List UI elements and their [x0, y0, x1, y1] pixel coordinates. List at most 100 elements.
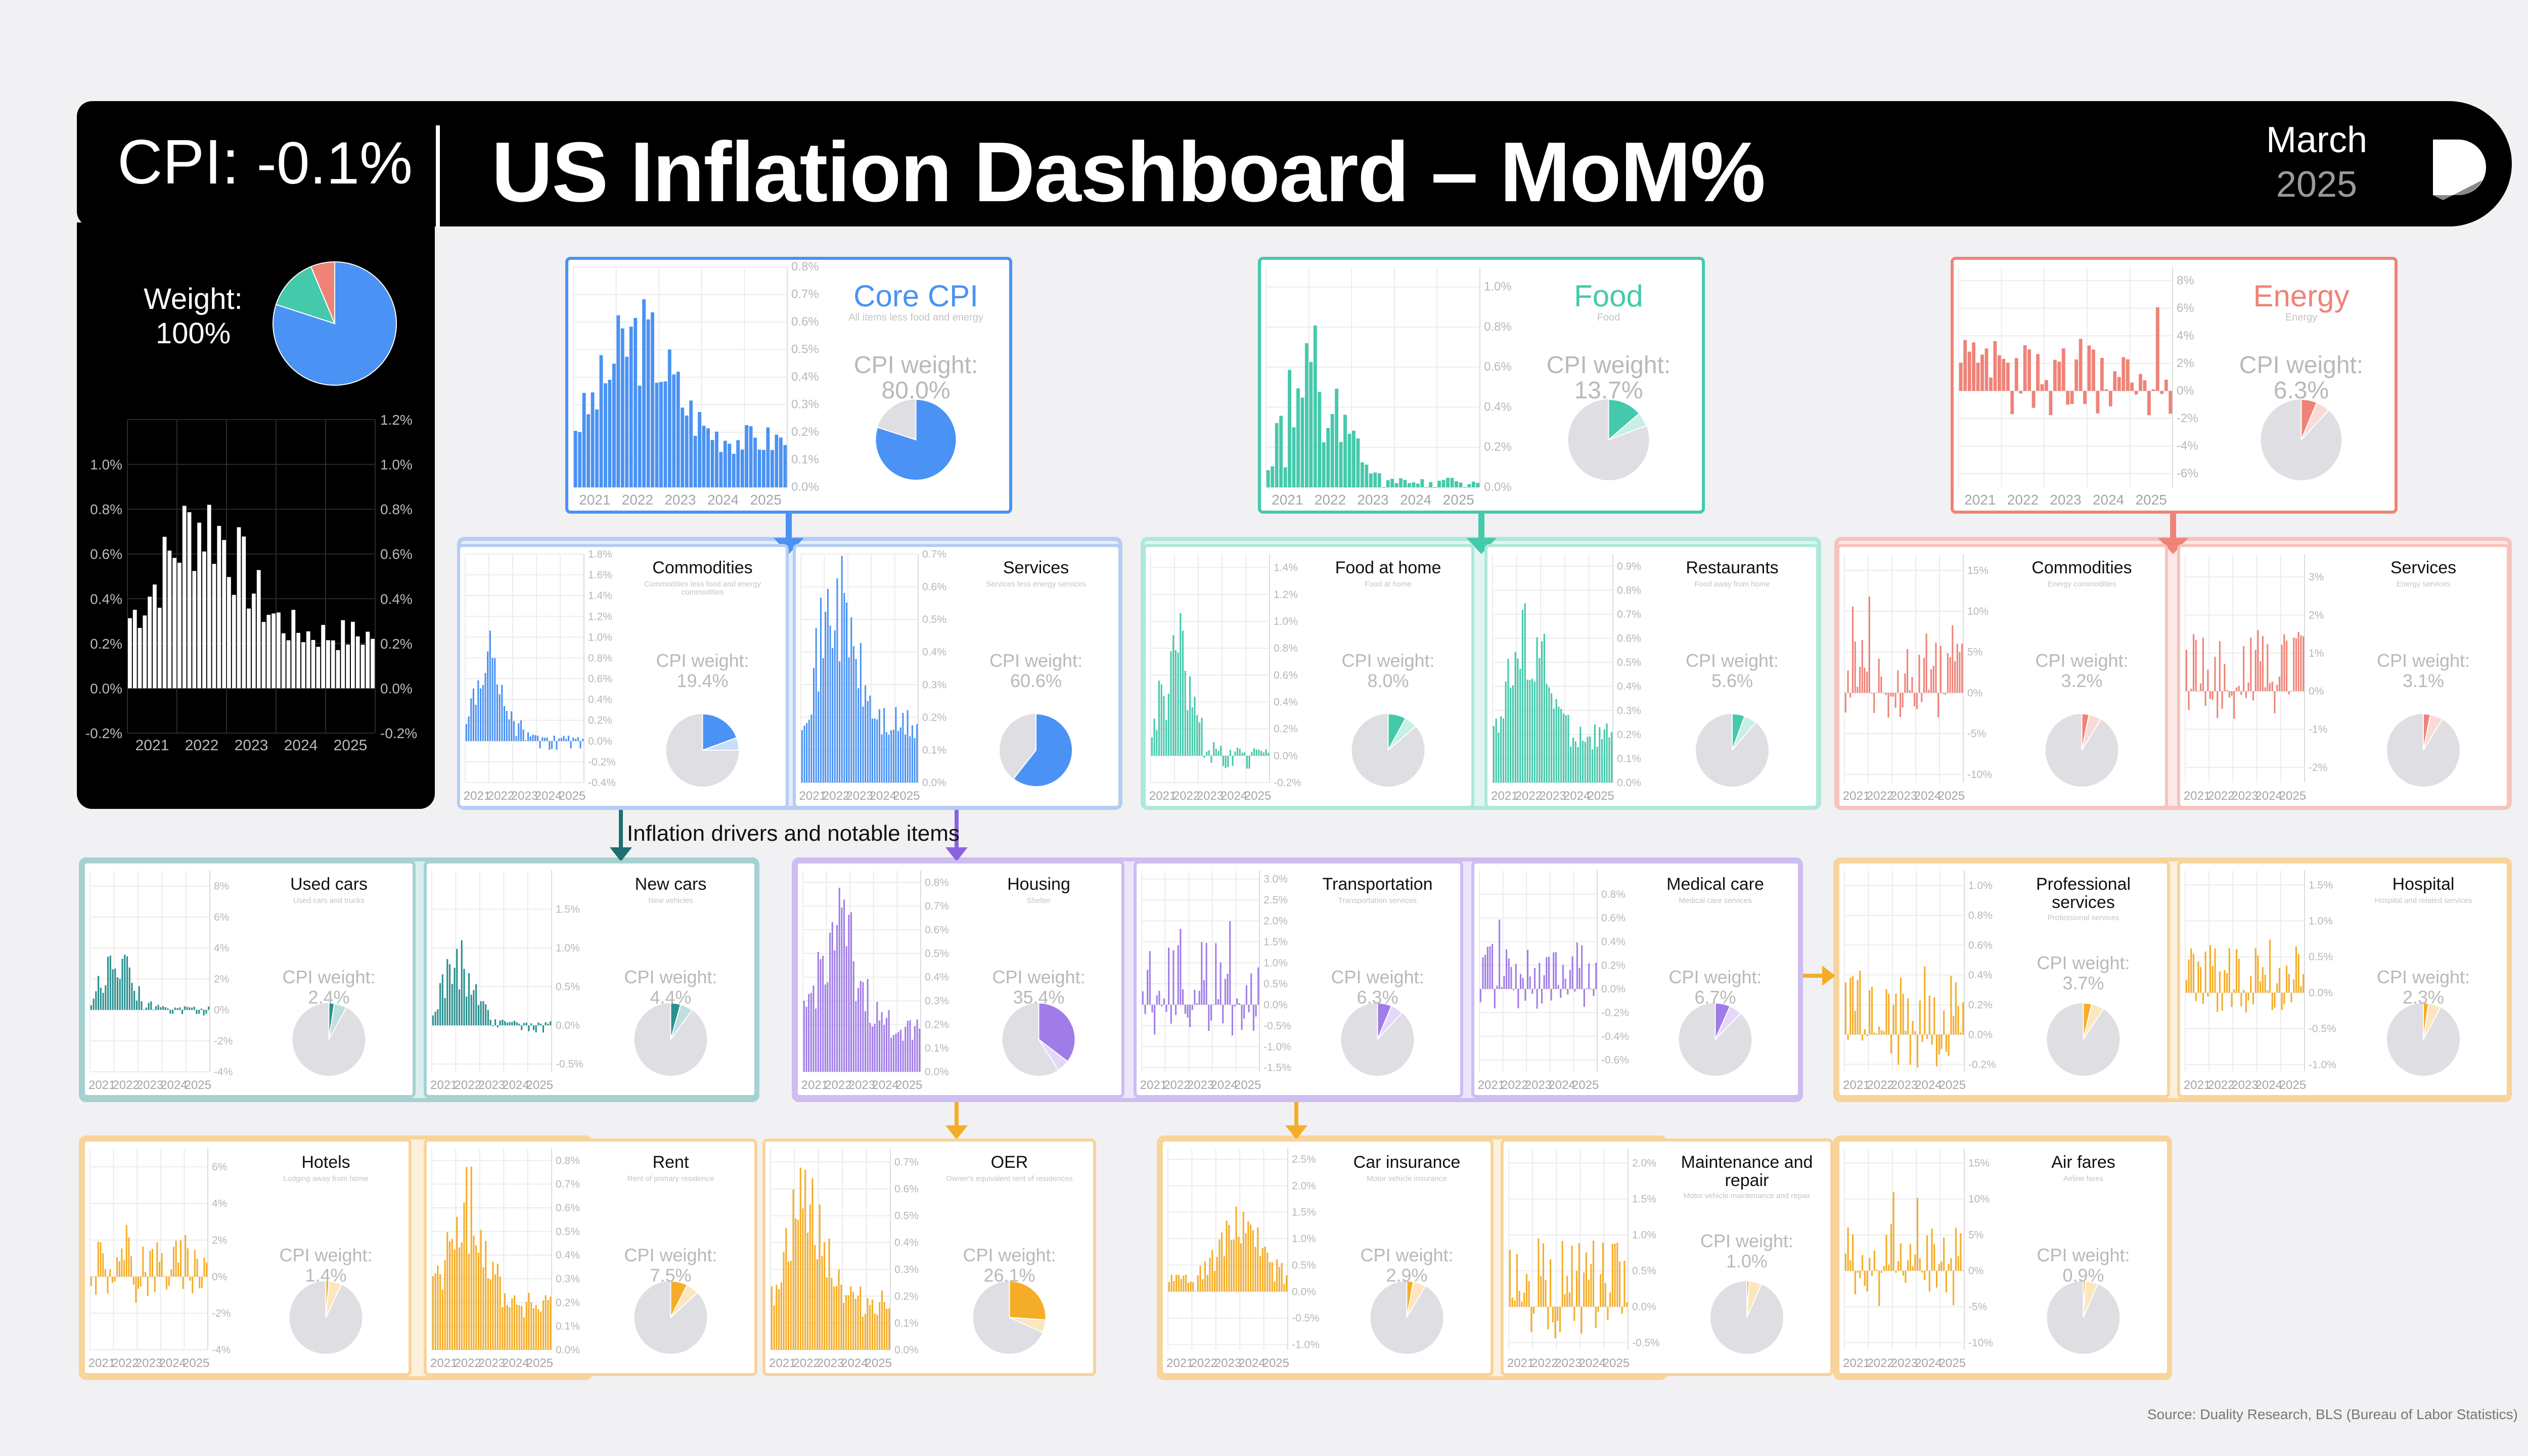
bar [2295, 946, 2297, 993]
bar [1607, 1306, 1609, 1321]
y-tick-label: 2% [2177, 356, 2194, 370]
cpi-bar [202, 551, 206, 689]
bar [736, 440, 740, 487]
bar [2297, 632, 2299, 692]
bar [1467, 484, 1471, 487]
bar [897, 1032, 899, 1072]
pie-slice [1038, 1039, 1069, 1071]
bar [1527, 949, 1529, 989]
bar [1450, 478, 1454, 487]
bar [2121, 357, 2126, 391]
bar [556, 741, 558, 750]
y-tick-label: 0.2% [791, 425, 819, 439]
bar [1168, 1282, 1170, 1292]
bar [1924, 966, 1926, 1035]
bar [465, 724, 467, 741]
x-tick-label: 2021 [769, 1356, 796, 1370]
card-subtitle: Energy services [2396, 580, 2451, 588]
bar [1897, 670, 1899, 693]
bar [815, 627, 817, 783]
bar [132, 1277, 134, 1285]
card-title: Hospital [2392, 875, 2455, 894]
bar [1940, 1034, 1943, 1050]
bar [2061, 348, 2065, 391]
bar [114, 968, 116, 1010]
bar [776, 1285, 778, 1350]
bar [1574, 989, 1576, 992]
bar [2269, 939, 2271, 993]
bar [542, 1300, 544, 1350]
card-title: Professional services [2036, 875, 2131, 912]
bar [2228, 948, 2230, 993]
bar [740, 449, 744, 487]
bar [441, 1289, 443, 1350]
card-weight-label: CPI weight: [656, 650, 749, 671]
x-tick-label: 2021 [2184, 1078, 2210, 1092]
bar [153, 1010, 155, 1011]
bar [2010, 391, 2014, 415]
bar [874, 1024, 876, 1072]
cpi-bar [256, 570, 261, 689]
bar [2092, 349, 2095, 391]
bar [728, 443, 732, 487]
pie-slice [328, 1003, 347, 1040]
bar [2271, 992, 2273, 1011]
bar [468, 973, 470, 1026]
bar [1160, 684, 1162, 756]
bar [1158, 991, 1160, 1005]
bar [95, 991, 97, 1010]
bar [1194, 989, 1196, 1005]
bar [1871, 987, 1873, 1035]
bar [1182, 630, 1184, 756]
bar [1566, 1276, 1568, 1307]
y-tick-label: 1.5% [1632, 1194, 1656, 1205]
bar [914, 1026, 916, 1072]
bar [1902, 693, 1904, 708]
bar [902, 713, 904, 783]
mini-bar-chart: 2.0%1.5%1.0%0.5%0.0%-0.5%202120222023202… [1507, 1149, 1783, 1370]
bar [2269, 682, 2271, 692]
bar [1528, 1281, 1530, 1307]
y-tick-label: 0.8% [1484, 320, 1512, 334]
bar [899, 727, 901, 783]
bar [1492, 944, 1494, 989]
cpi-bar [261, 622, 266, 689]
bar [1536, 989, 1538, 1009]
y-tick-label: -1% [2309, 724, 2327, 736]
y-tick-label: 0.0% [791, 480, 819, 494]
bar [1459, 482, 1463, 487]
y-tick-label: 0.6% [1617, 633, 1641, 645]
card-restaurants: 0.9% 0.8% 0.7% 0.6% 0.5% 0.4% 0.3% 0.2% 0.1% 0.0%… [1484, 544, 1819, 809]
bar [1539, 963, 1541, 989]
cpi-bar [237, 527, 241, 689]
bar [824, 984, 826, 1072]
bar [878, 709, 880, 783]
bar [1945, 1270, 1948, 1293]
bar [1514, 1300, 1516, 1307]
bar [2204, 691, 2206, 706]
bar [1873, 1250, 1875, 1271]
bar [2233, 691, 2235, 719]
x-tick-label: 2021 [88, 1078, 115, 1092]
bar [1564, 1294, 1566, 1307]
y-tick-label: 2.0% [1292, 1180, 1316, 1192]
bar [2235, 949, 2238, 993]
x-tick-label: 2022 [1163, 1078, 1190, 1092]
bar [203, 1257, 205, 1277]
bar [1271, 466, 1275, 487]
y-tick-label: 1.6% [588, 569, 612, 581]
bar [2066, 391, 2070, 405]
bar [869, 1305, 871, 1350]
bar [1185, 1275, 1187, 1292]
bar [2143, 380, 2147, 391]
bar [1533, 681, 1536, 783]
card-weight-value: 3.1% [2402, 670, 2445, 691]
x-tick-label: 2022 [1515, 789, 1542, 803]
cpi-bar [366, 631, 370, 689]
y-tick-label: -0.5% [1632, 1337, 1660, 1349]
x-tick-label: 2024 [1238, 1356, 1265, 1370]
bar [1506, 949, 1508, 989]
bar [1599, 727, 1601, 783]
x-tick-label: 2024 [1579, 1356, 1606, 1370]
y-tick-label: 1.8% [588, 549, 612, 560]
